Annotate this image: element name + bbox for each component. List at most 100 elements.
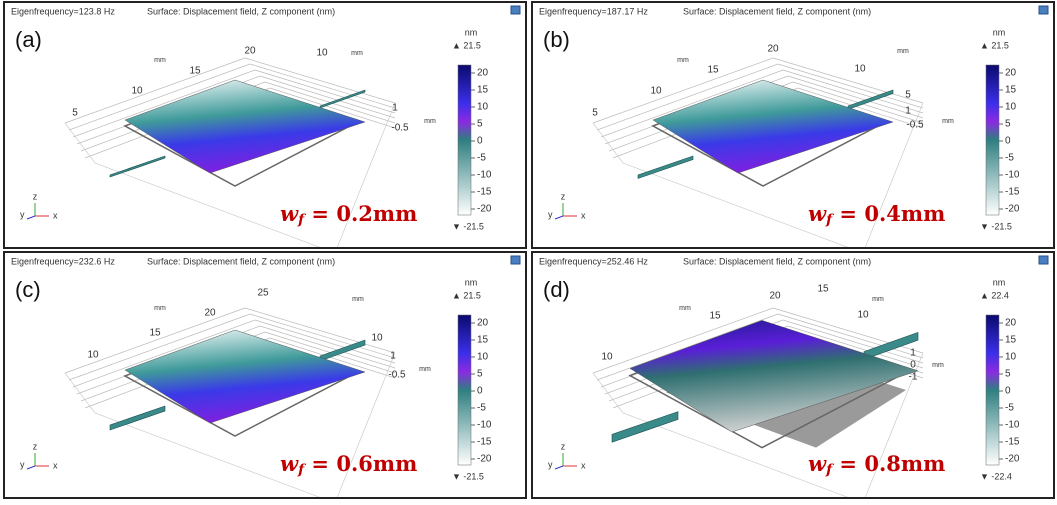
colorbar [986,315,999,465]
colorbar-tick-label: -5 [477,153,486,164]
colorbar-tick-label: 20 [477,68,489,79]
colorbar-tick-label: -15 [1005,437,1020,448]
colorbar-tick-label: -15 [1005,187,1020,198]
stem [320,340,365,361]
colorbar-tick-label: 0 [1005,386,1011,397]
frequency: Eigenfrequency=187.17 Hz [539,6,648,16]
frequency: Eigenfrequency=123.8 Hz [11,6,115,16]
triad-label: x [581,460,586,470]
colorbar-tick-label: -20 [1005,204,1020,215]
axis-label: 0 [910,360,916,371]
panel-label: (b) [543,27,570,52]
colorbar-tick-label: 10 [1005,102,1017,113]
axis-label: 10 [371,333,383,344]
colorbar [458,65,471,215]
axis-label: 15 [817,284,829,295]
axis-label: -0.5 [906,120,924,131]
colorbar-max: ▲ 21.5 [452,40,481,50]
axis-label: 20 [769,291,781,302]
axis-label: 15 [707,65,719,76]
triad-label: z [561,441,566,451]
stem [110,406,165,430]
colorbar-min: ▼ -21.5 [452,471,484,481]
triad-axis [27,216,35,219]
panel-label: (d) [543,277,570,302]
colorbar-tick-label: 20 [477,318,489,329]
axis-label: 1 [910,348,916,359]
colorbar-max: ▲ 22.4 [980,290,1009,300]
stem [320,90,365,108]
triad-axis [27,466,35,469]
icon [1039,6,1048,14]
axis-label: 15 [189,66,201,77]
axis-label: 10 [857,310,869,321]
colorbar-unit: nm [993,277,1006,287]
colorbar-max: ▲ 21.5 [452,290,481,300]
colorbar-tick-label: -10 [477,420,492,431]
axis-label: mm [154,57,166,64]
axis-label: mm [897,48,909,55]
stem [638,156,693,179]
stem [612,412,678,443]
axis-label: 20 [767,44,779,55]
colorbar-tick-label: 5 [1005,119,1011,130]
axis-label: 1 [390,351,396,362]
triad-label: x [581,210,586,220]
triad-label: x [53,210,58,220]
axis-label: mm [419,366,431,373]
surface-label: Surface: Displacement field, Z component… [147,6,335,16]
axis-label: 10 [854,64,866,75]
triad-label: y [548,459,553,469]
triad-label: z [33,441,38,451]
triad-label: x [53,460,58,470]
axis-label: 1 [905,106,911,117]
colorbar-tick-label: -20 [477,204,492,215]
formula: wf = 0.4mm [808,201,945,229]
colorbar-unit: nm [993,27,1006,37]
triad-label: z [33,191,38,201]
panel: Eigenfrequency=123.8 Hz Surface: Displace… [5,3,525,247]
colorbar-tick-label: -10 [1005,420,1020,431]
axis-label: mm [351,50,363,57]
axis-label: mm [932,362,944,369]
colorbar-tick-label: 0 [477,136,483,147]
panel: Eigenfrequency=232.6 HzSurface: Displace… [5,253,525,497]
colorbar-max: ▲ 21.5 [980,40,1009,50]
icon [1039,256,1048,264]
axis-label: 15 [149,328,161,339]
colorbar-tick-label: 15 [477,335,489,346]
triad-label: y [548,209,553,219]
axis-label: 10 [316,48,328,59]
stem [110,156,165,177]
formula-part: w [280,451,299,476]
formula-part: = 0.4mm [832,201,945,226]
axis-label: mm [942,118,954,125]
axis-label: mm [352,296,364,303]
formula-part: w [808,201,827,226]
panel: Eigenfrequency=252.46 Hz Surface: Displac… [533,253,1053,497]
axis-label: 10 [131,86,143,97]
colorbar-tick-label: -10 [477,170,492,181]
triad-axis [555,466,563,469]
colorbar-min: ▼ -21.5 [980,221,1012,231]
colorbar-tick-label: 10 [477,102,489,113]
formula: wf = 0.2mm [280,201,417,229]
axis-label: 20 [244,46,256,57]
frequency: Eigenfrequency=252.46 Hz [539,256,648,266]
colorbar-min: ▼ -22.4 [980,471,1012,481]
colorbar-tick-label: 0 [1005,136,1011,147]
icon [511,256,520,264]
axis-label: -0.5 [388,370,406,381]
axis-label: -1 [909,372,918,383]
surface-label: Surface: Displacement field, Z component… [683,256,871,266]
triad-axis [555,216,563,219]
colorbar-tick-label: 15 [1005,335,1017,346]
surface-label: Surface: Displacement field, Z component… [683,6,871,16]
formula: wf = 0.6mm [280,451,417,479]
axis-label: 25 [257,288,269,299]
formula-part: = 0.8mm [832,451,945,476]
colorbar-tick-label: -10 [1005,170,1020,181]
panel: Eigenfrequency=187.17 Hz Surface: Displac… [533,3,1053,247]
formula-part: w [808,451,827,476]
panel-label: (c) [15,277,41,302]
